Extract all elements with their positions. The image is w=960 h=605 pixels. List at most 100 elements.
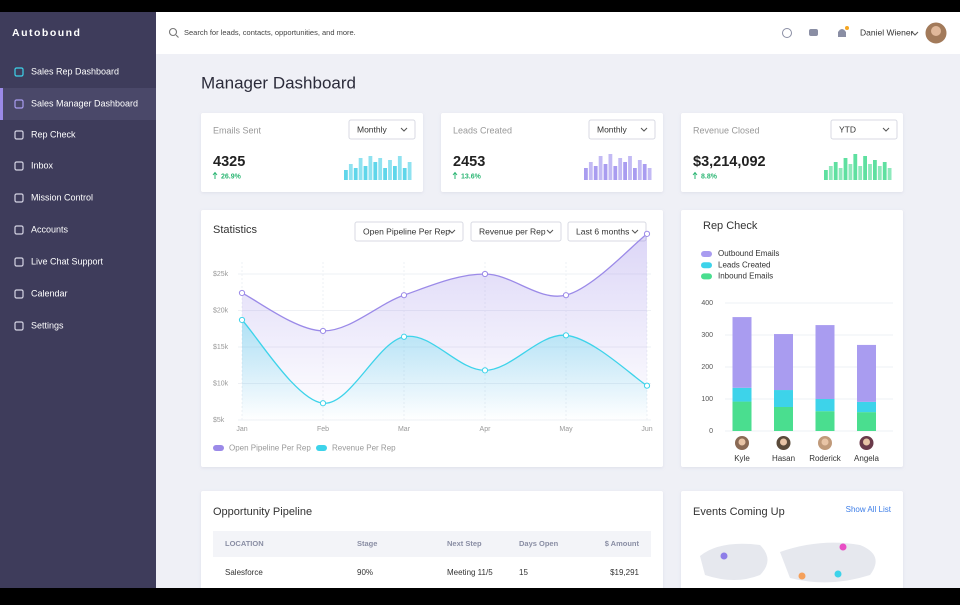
nav-item[interactable]: Rep Check [31, 129, 76, 139]
x-tick-label: Roderick [809, 454, 842, 463]
kpi-bar [633, 168, 637, 180]
dropdown[interactable] [830, 119, 898, 140]
kpi-bar [843, 158, 848, 180]
dropdown[interactable] [588, 119, 656, 140]
data-point [562, 292, 570, 299]
y-tick-label: 300 [701, 332, 713, 339]
y-tick-label: 400 [701, 300, 713, 307]
up-arrow [692, 171, 698, 179]
nav-item[interactable]: Calendar [31, 288, 68, 298]
y-tick-label: $25k [213, 271, 229, 278]
kpi-bar [628, 156, 632, 180]
data-point [400, 292, 408, 299]
x-tick-label: Kyle [734, 454, 750, 463]
bar-segment [774, 334, 793, 391]
dropdown-label[interactable]: Monthly [357, 124, 388, 134]
kpi-bar [863, 156, 867, 180]
bell-icon[interactable] [838, 29, 846, 37]
table-cell: $19,291 [610, 568, 639, 577]
x-tick-label: Hasan [772, 454, 795, 463]
kpi-bar [853, 154, 858, 180]
user-name[interactable]: Daniel Wiener [860, 27, 914, 37]
user-avatar-face [931, 26, 941, 36]
x-tick-label: Apr [480, 426, 492, 433]
kpi-bar [868, 164, 872, 180]
card-title: Opportunity Pipeline [213, 506, 312, 518]
dropdown[interactable] [470, 221, 562, 242]
chevron [882, 127, 890, 132]
kpi-bar [887, 168, 892, 180]
topbar [156, 12, 960, 54]
bar-segment [774, 390, 793, 407]
legend-swatch [316, 445, 327, 451]
legend-label: Revenue Per Rep [332, 444, 396, 453]
table-cell: 90% [357, 568, 373, 577]
up-arrow [452, 171, 458, 179]
chat-icon[interactable] [809, 29, 818, 36]
data-point [562, 332, 570, 339]
kpi-bar [407, 162, 412, 180]
x-tick-label: Feb [317, 426, 329, 433]
map-pin[interactable] [720, 552, 728, 560]
legend-swatch [701, 251, 712, 257]
y-tick-label: 100 [701, 396, 713, 403]
dropdown-label[interactable]: Last 6 months [576, 226, 629, 236]
table-header: Days Open [519, 539, 559, 548]
legend-swatch [701, 262, 712, 269]
map-pin[interactable] [839, 543, 847, 551]
nav-icon [14, 99, 24, 109]
nav-icon [14, 289, 24, 299]
kpi-bar [642, 164, 647, 180]
kpi-bar [378, 158, 383, 180]
nav-icon [14, 257, 24, 267]
nav-item[interactable]: Sales Rep Dashboard [31, 66, 119, 76]
y-tick-label: 0 [709, 428, 713, 435]
kpi-bar [358, 158, 363, 180]
map-pin[interactable] [834, 570, 842, 578]
search-input[interactable]: Search for leads, contacts, opportunitie… [184, 28, 356, 37]
data-point [319, 400, 327, 407]
nav-active-bar [0, 88, 3, 120]
nav-item[interactable]: Live Chat Support [31, 256, 104, 266]
dropdown[interactable] [348, 119, 416, 140]
nav-item[interactable]: Sales Manager Dashboard [31, 98, 138, 108]
nav-icon [14, 161, 24, 171]
kpi-value: 2453 [453, 154, 485, 170]
kpi-bar [824, 170, 828, 180]
kpi-bar [363, 166, 368, 180]
bar-segment [815, 411, 835, 431]
kpi-bar [647, 168, 652, 180]
dropdown-label[interactable]: Revenue per Rep [479, 226, 546, 236]
table-header: Next Step [447, 539, 482, 548]
kpi-bar [613, 166, 618, 180]
up-arrow [212, 171, 218, 179]
dropdown-label[interactable]: YTD [839, 124, 856, 134]
x-tick-label: May [559, 426, 573, 433]
x-tick-label: Jun [641, 426, 652, 433]
search-icon [168, 27, 178, 37]
kpi-bar [637, 160, 642, 180]
y-tick-label: $20k [213, 307, 229, 314]
show-all-link[interactable]: Show All List [846, 505, 892, 514]
map-pin[interactable] [798, 572, 806, 580]
kpi-change: 26.9% [221, 173, 242, 180]
nav-icon [14, 225, 24, 235]
chevron [546, 229, 554, 234]
nav-item[interactable]: Accounts [31, 224, 69, 234]
kpi-bar [344, 170, 348, 180]
nav-item[interactable]: Mission Control [31, 192, 93, 202]
kpi-bar [833, 162, 838, 180]
dropdown[interactable] [354, 221, 464, 242]
dropdown-label[interactable]: Monthly [597, 124, 628, 134]
search-icon [175, 34, 179, 38]
globe-icon[interactable] [782, 28, 792, 38]
dropdown-label[interactable]: Open Pipeline Per Rep [363, 226, 450, 236]
kpi-bar [858, 166, 863, 180]
nav-item[interactable]: Inbox [31, 160, 54, 170]
kpi-bar [584, 168, 588, 180]
bar-segment [732, 317, 752, 388]
chevron [448, 229, 456, 234]
nav-item[interactable]: Settings [31, 320, 64, 330]
kpi-bar [598, 156, 603, 180]
